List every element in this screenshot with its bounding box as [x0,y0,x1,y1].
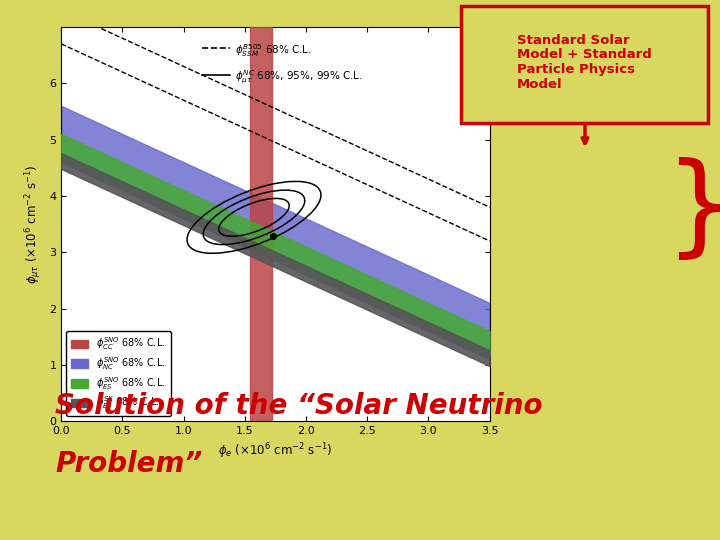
Text: $\phi_{SSM}^{B505}$ 68% C.L.: $\phi_{SSM}^{B505}$ 68% C.L. [235,42,312,59]
X-axis label: $\phi_e$ ($\times 10^6$ cm$^{-2}$ s$^{-1}$): $\phi_e$ ($\times 10^6$ cm$^{-2}$ s$^{-1… [218,442,333,461]
Text: Standard Solar
Model + Standard
Particle Physics
Model: Standard Solar Model + Standard Particle… [517,33,652,91]
Y-axis label: $\phi_{\mu\tau}$ ($\times 10^6$ cm$^{-2}$ s$^{-1}$): $\phi_{\mu\tau}$ ($\times 10^6$ cm$^{-2}… [23,164,44,284]
Text: $\phi_{\mu\tau}^{NC}$ 68%, 95%, 99% C.L.: $\phi_{\mu\tau}^{NC}$ 68%, 95%, 99% C.L. [235,69,363,86]
Text: }: } [665,157,720,264]
Legend: $\phi_{CC}^{SNO}$ 68% C.L., $\phi_{NC}^{SNO}$ 68% C.L., $\phi_{ES}^{SNO}$ 68% C.: $\phi_{CC}^{SNO}$ 68% C.L., $\phi_{NC}^{… [66,330,171,416]
Text: Solution of the “Solar Neutrino: Solution of the “Solar Neutrino [55,392,543,420]
FancyBboxPatch shape [461,6,708,123]
Text: Problem”: Problem” [55,450,202,478]
Bar [250,27,271,421]
